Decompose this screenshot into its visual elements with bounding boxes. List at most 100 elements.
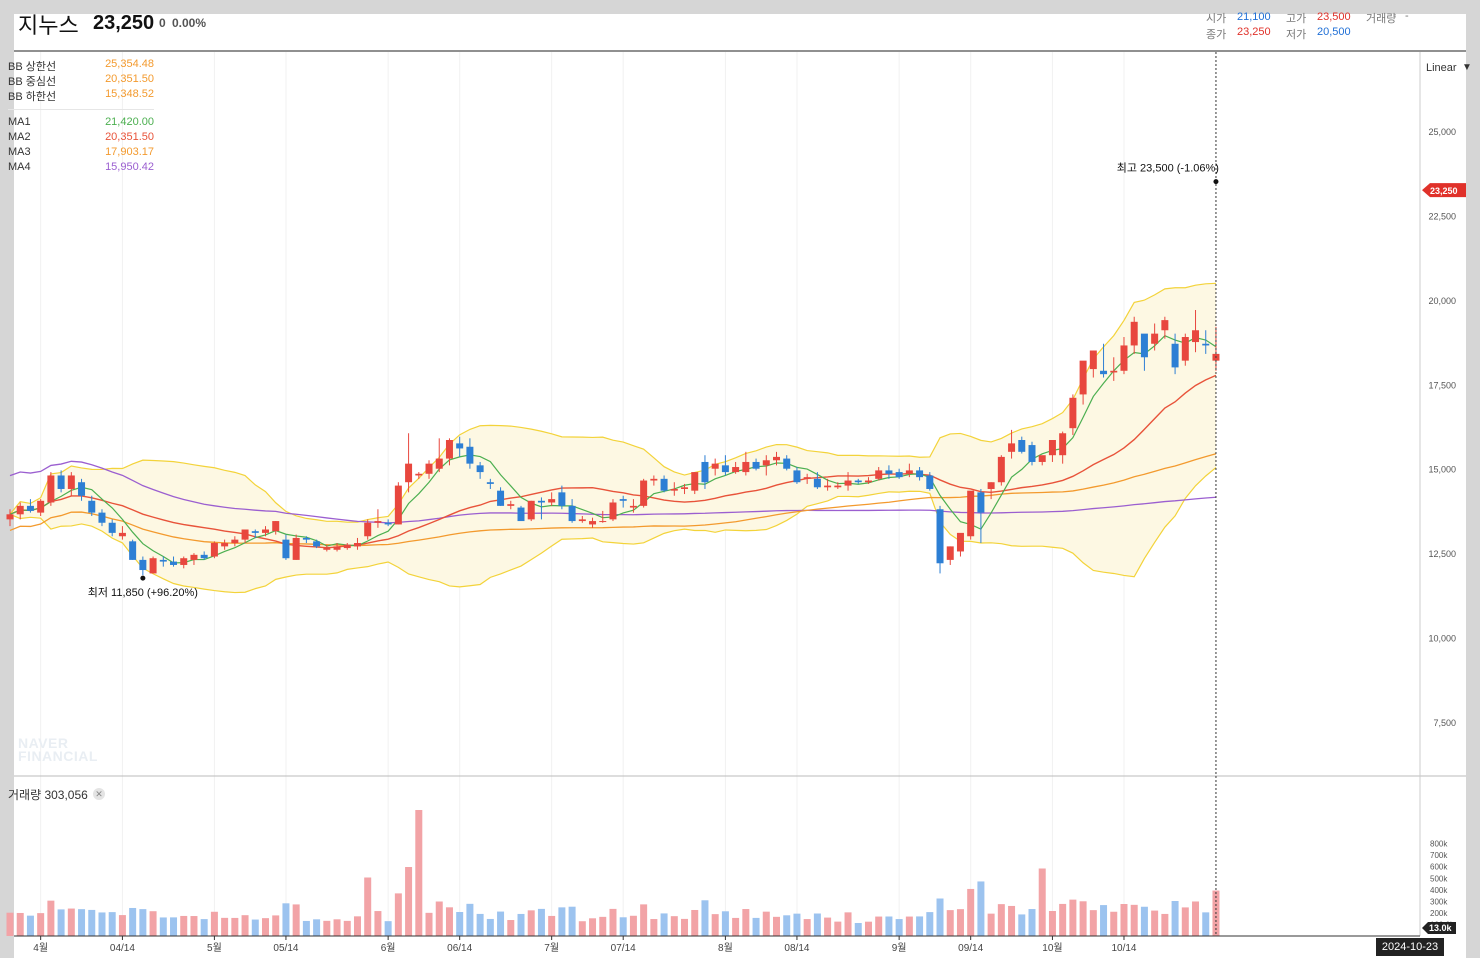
volume-bar <box>57 909 65 936</box>
candle-body <box>118 532 126 537</box>
max-marker <box>1213 179 1219 185</box>
volume-bar <box>67 908 75 936</box>
volume-tick-label: 800k <box>1430 840 1448 849</box>
volume-bar <box>670 916 678 936</box>
candle-body <box>783 458 791 469</box>
candle-body <box>6 514 14 520</box>
candle-body <box>292 537 300 560</box>
legend-ma3: MA3 17,903.17 <box>8 146 154 160</box>
volume-tick-label: 300k <box>1430 897 1448 906</box>
candle-body <box>231 539 239 544</box>
volume-bar <box>364 877 372 936</box>
time-tick-label: 8월 <box>718 942 733 954</box>
candle-body <box>313 541 321 547</box>
legend-value: 15,950.42 <box>105 161 154 173</box>
volume-bar <box>629 915 637 936</box>
candle-body <box>813 478 821 488</box>
legend-label: MA2 <box>8 131 31 143</box>
legend-divider <box>8 109 154 110</box>
current-price: 23,250 <box>93 12 155 34</box>
volume-bar <box>1079 901 1087 936</box>
legend-value: 20,351.50 <box>105 131 154 143</box>
candle-body <box>926 475 934 489</box>
volume-bar <box>854 922 862 936</box>
volume-bars <box>6 810 1220 936</box>
volume-bar <box>139 909 147 936</box>
time-tick-label: 07/14 <box>611 943 636 954</box>
legend-bb-lower: BB 하한선 15,348.52 <box>8 88 154 103</box>
price-change-percent: 0.00% <box>172 16 207 30</box>
volume-bar <box>16 912 24 936</box>
time-tick-label: 10월 <box>1042 942 1062 954</box>
candle-body <box>619 499 627 501</box>
legend-label: BB 상한선 <box>8 61 57 73</box>
candle-body <box>936 509 944 564</box>
volume-bar <box>149 911 157 936</box>
candle-body <box>589 521 597 525</box>
volume-bar <box>313 919 321 936</box>
high-value: 23,500 <box>1317 11 1351 23</box>
candle-body <box>16 505 24 515</box>
price-tick-label: 12,500 <box>1428 549 1456 559</box>
candle-body <box>1018 440 1026 452</box>
volume-bar <box>660 913 668 936</box>
candle-body <box>1100 370 1108 375</box>
volume-bar <box>885 916 893 936</box>
volume-bar <box>343 920 351 936</box>
legend-ma1: MA1 21,420.00 <box>8 116 154 130</box>
volume-bar <box>190 916 198 936</box>
ma2-line <box>9 374 1217 549</box>
price-tick-label: 15,000 <box>1428 465 1456 475</box>
candle-body <box>997 456 1005 483</box>
candle-body <box>149 558 157 574</box>
watermark-line: NAVER <box>18 735 69 751</box>
volume-bar <box>384 921 392 936</box>
candle-body <box>1069 397 1077 429</box>
candle-body <box>425 463 433 474</box>
price-tick-label: 10,000 <box>1428 634 1456 644</box>
bollinger-band <box>10 283 1216 593</box>
candle-body <box>1008 443 1016 452</box>
legend-bb-upper: BB 상한선 25,354.48 <box>8 58 154 73</box>
scale-toggle-button[interactable]: Linear <box>1426 62 1457 74</box>
legend-label: BB 하한선 <box>8 91 57 103</box>
volume-bar <box>650 919 658 936</box>
volume-bar <box>1018 914 1026 936</box>
volume-bar <box>1151 910 1159 936</box>
volume-tick-label: 400k <box>1430 886 1448 895</box>
candle-body <box>507 504 515 506</box>
volume-bar <box>721 911 729 936</box>
ma3-line <box>9 453 1217 547</box>
volume-bar <box>1181 907 1189 936</box>
volume-bar <box>701 900 709 936</box>
volume-bar <box>793 913 801 936</box>
candle-body <box>916 470 924 478</box>
volume-bar <box>1089 910 1097 936</box>
volume-bar <box>26 915 34 936</box>
volume-bar <box>609 908 617 936</box>
volume-bar <box>323 920 331 936</box>
volume-bar <box>47 900 55 936</box>
volume-bar <box>916 916 924 936</box>
current-price-badge <box>1422 183 1466 198</box>
legend-value: 25,354.48 <box>105 58 154 70</box>
candle-body <box>435 458 443 469</box>
price-tick-label: 7,500 <box>1433 718 1456 728</box>
candle-body <box>834 485 842 488</box>
volume-bar <box>875 916 883 936</box>
chevron-down-icon[interactable]: ▼ <box>1462 62 1472 73</box>
candle-body <box>476 465 484 473</box>
candle-body <box>956 532 964 552</box>
candle-body <box>37 500 45 513</box>
volume-bar <box>1100 905 1108 936</box>
volume-bar <box>170 917 178 936</box>
current-volume-badge <box>1422 922 1456 934</box>
price-tick-label: 20,000 <box>1428 296 1456 306</box>
volume-bar <box>895 919 903 936</box>
close-icon[interactable]: ✕ <box>93 788 105 800</box>
candle-body <box>190 554 198 560</box>
candle-body <box>609 502 617 520</box>
volume-bar <box>834 921 842 936</box>
price-tick-label: 22,500 <box>1428 211 1456 221</box>
